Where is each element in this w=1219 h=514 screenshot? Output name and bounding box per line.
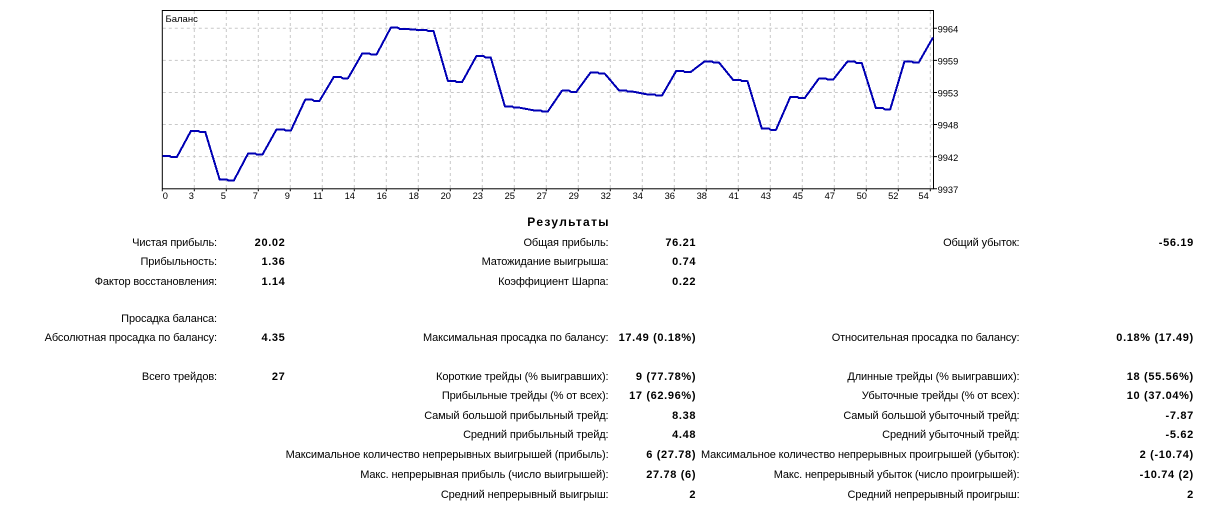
svg-text:27: 27 (537, 191, 547, 201)
svg-text:7: 7 (253, 191, 258, 201)
svg-text:3: 3 (189, 191, 194, 201)
svg-text:45: 45 (793, 191, 803, 201)
svg-text:9942: 9942 (938, 153, 959, 163)
svg-text:38: 38 (697, 191, 707, 201)
svg-text:9953: 9953 (938, 89, 959, 99)
svg-text:9959: 9959 (938, 56, 959, 66)
svg-text:9948: 9948 (938, 121, 959, 131)
svg-text:14: 14 (345, 191, 355, 201)
svg-text:23: 23 (473, 191, 483, 201)
svg-text:Баланс: Баланс (166, 14, 199, 25)
svg-text:43: 43 (761, 191, 771, 201)
svg-text:34: 34 (633, 191, 643, 201)
svg-text:52: 52 (888, 191, 898, 201)
svg-text:9964: 9964 (938, 24, 959, 34)
svg-text:9: 9 (285, 191, 290, 201)
svg-text:11: 11 (313, 191, 323, 201)
svg-text:41: 41 (729, 191, 739, 201)
svg-text:29: 29 (569, 191, 579, 201)
svg-text:5: 5 (221, 191, 226, 201)
svg-text:16: 16 (377, 191, 387, 201)
svg-text:47: 47 (825, 191, 835, 201)
svg-text:36: 36 (665, 191, 675, 201)
svg-text:25: 25 (505, 191, 515, 201)
svg-text:20: 20 (441, 191, 451, 201)
svg-text:50: 50 (857, 191, 867, 201)
svg-text:18: 18 (409, 191, 419, 201)
svg-text:32: 32 (601, 191, 611, 201)
svg-text:54: 54 (918, 191, 928, 201)
svg-text:9937: 9937 (938, 185, 959, 195)
svg-text:0: 0 (163, 191, 168, 201)
